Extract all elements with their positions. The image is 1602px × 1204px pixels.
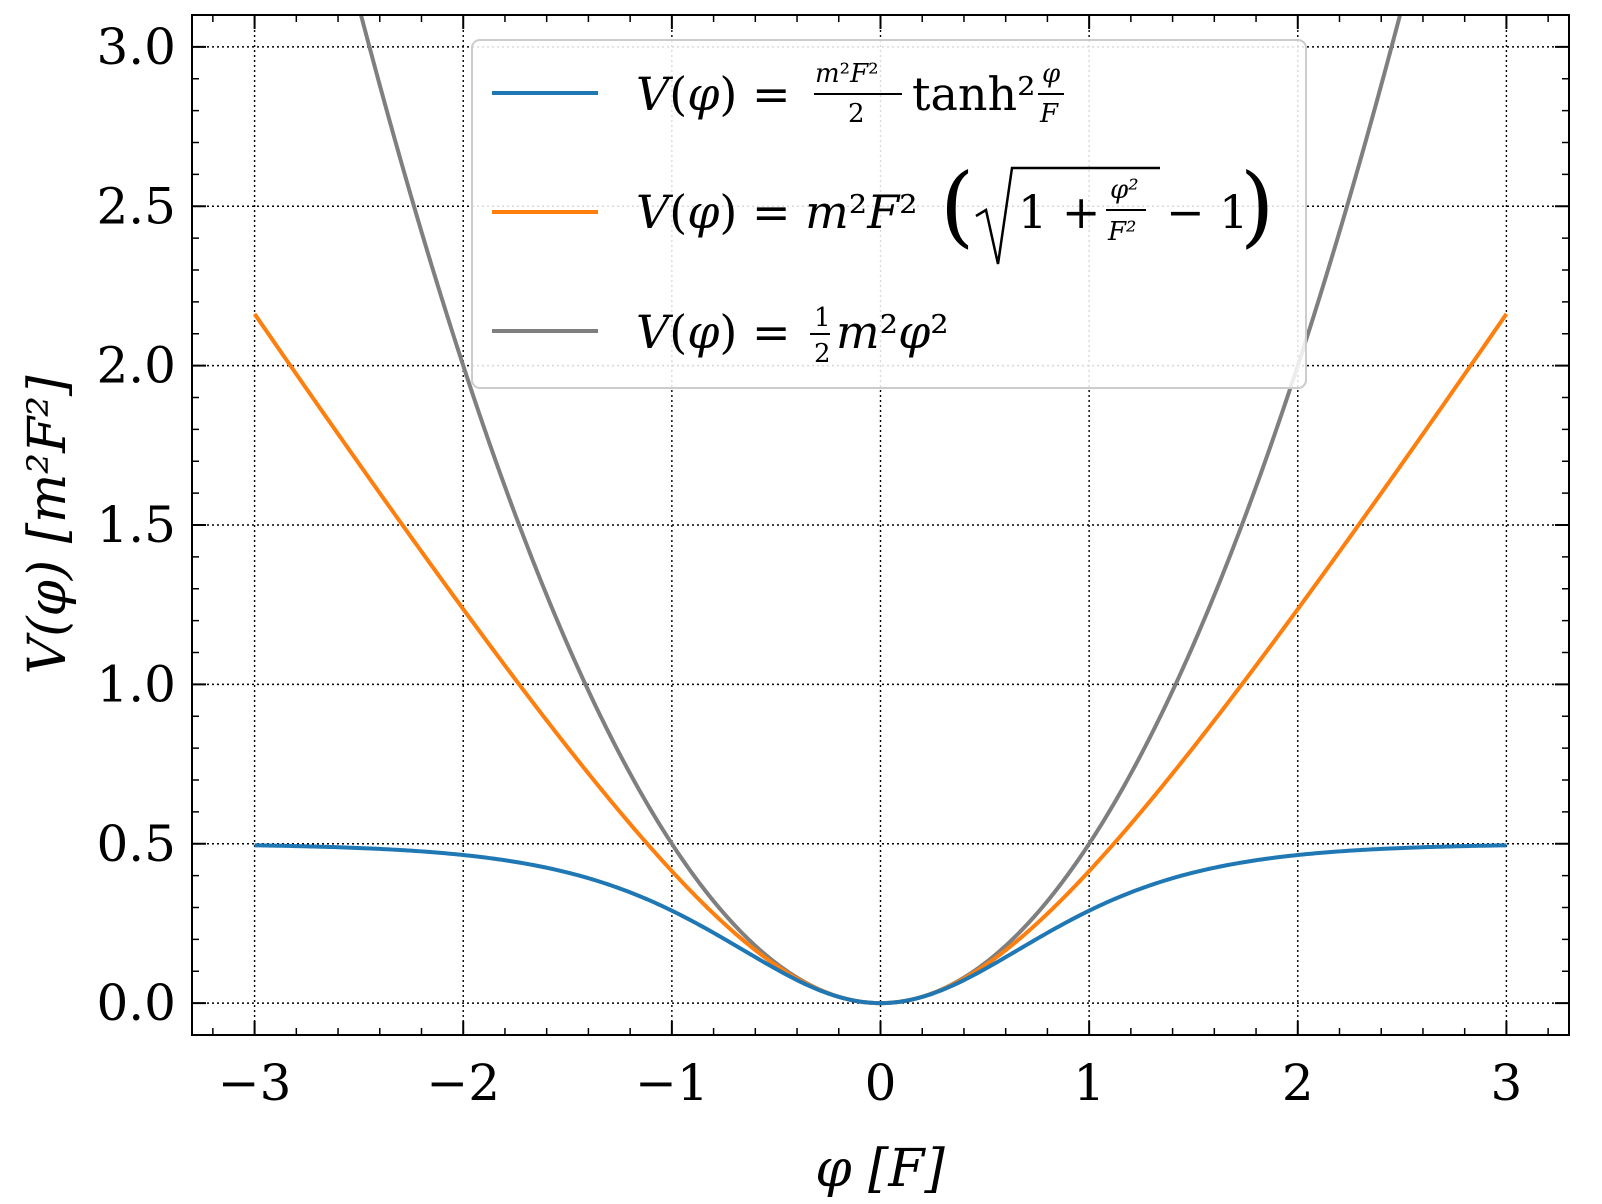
- svg-text:tanh²: tanh²: [912, 67, 1036, 121]
- x-tick-label: 2: [1282, 1054, 1314, 1112]
- svg-text:(: (: [940, 154, 974, 257]
- svg-text:m²F²: m²F²: [815, 59, 879, 89]
- y-tick-label: 0.0: [96, 974, 176, 1032]
- svg-text:1: 1: [814, 303, 831, 333]
- series-line-sqrt: [252, 312, 1509, 1006]
- svg-text:F²: F²: [1107, 217, 1136, 247]
- series-lines: [252, 15, 1509, 1006]
- svg-text:− 1: − 1: [1166, 185, 1248, 239]
- svg-text:V(φ) =: V(φ) =: [636, 305, 791, 359]
- major-ticks: [192, 15, 1569, 1035]
- y-tick-label: 1.0: [96, 655, 176, 713]
- svg-text:): ): [1240, 154, 1274, 257]
- x-tick-label: 1: [1073, 1054, 1105, 1112]
- svg-text:F: F: [1039, 99, 1059, 129]
- x-tick-labels: −3 −2 −1 0 1 2 3: [218, 1054, 1523, 1112]
- plot-frame: [191, 14, 1570, 1036]
- y-tick-label: 0.5: [96, 815, 176, 873]
- legend: V(φ) = m²F² 2 tanh² φ F V(φ) = m²F² ( 1 …: [471, 39, 1307, 389]
- x-tick-label: 3: [1491, 1054, 1523, 1112]
- svg-text:2: 2: [814, 339, 831, 369]
- legend-box: [471, 39, 1307, 389]
- legend-entry-sqrt: V(φ) = m²F² ( 1 + φ² F² − 1 ): [636, 154, 1274, 265]
- x-tick-label: −2: [426, 1054, 500, 1112]
- svg-text:V(φ) =: V(φ) =: [636, 67, 791, 121]
- x-axis-label: φ [F]: [815, 1139, 945, 1199]
- legend-entry-quadratic: V(φ) = 1 2 m²φ²: [636, 303, 949, 369]
- y-tick-label: 1.5: [96, 496, 176, 554]
- svg-text:V(φ) = m²F²: V(φ) = m²F²: [636, 185, 918, 239]
- x-tick-label: −1: [635, 1054, 709, 1112]
- svg-text:m²φ²: m²φ²: [836, 305, 949, 359]
- x-tick-label: 0: [865, 1054, 897, 1112]
- y-tick-label: 2.0: [96, 337, 176, 395]
- svg-text:1 +: 1 +: [1018, 185, 1100, 239]
- legend-entry-tanh: V(φ) = m²F² 2 tanh² φ F: [636, 59, 1064, 129]
- x-tick-label: −3: [218, 1054, 292, 1112]
- y-tick-labels: 0.0 0.5 1.0 1.5 2.0 2.5 3.0: [96, 18, 176, 1032]
- y-tick-label: 2.5: [96, 177, 176, 235]
- series-line-tanh2: [254, 843, 1507, 1006]
- svg-text:2: 2: [848, 99, 865, 129]
- svg-text:φ²: φ²: [1110, 175, 1139, 205]
- y-tick-label: 3.0: [96, 18, 176, 76]
- y-axis-label: V(φ) [m²F²]: [18, 375, 78, 674]
- svg-text:φ: φ: [1042, 59, 1061, 89]
